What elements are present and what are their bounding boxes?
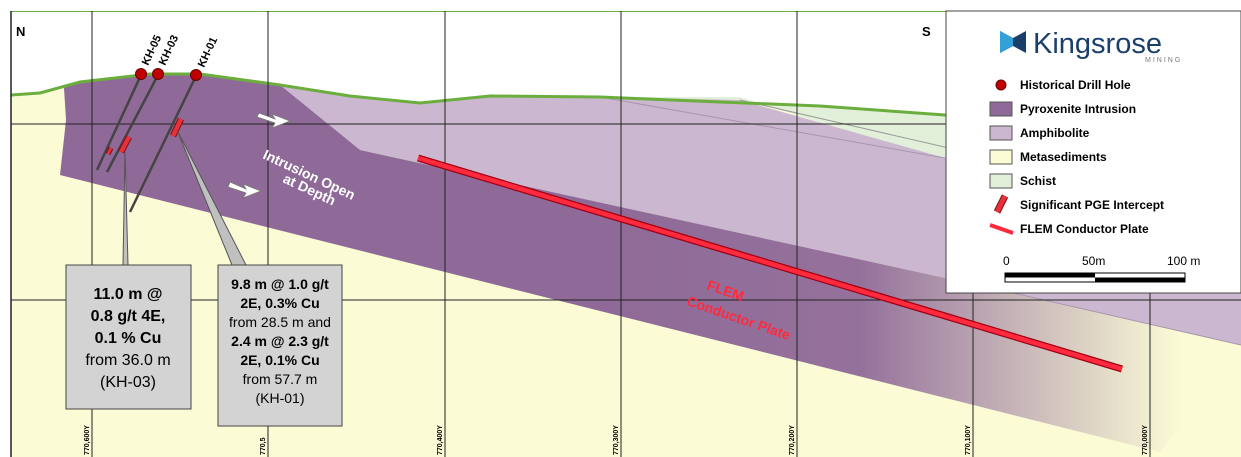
callout-line-kh03-2: 0.1 % Cu: [95, 330, 162, 347]
drill-trace-kh01: [128, 75, 198, 213]
callout-line-kh01-2: from 28.5 m and: [229, 314, 331, 330]
legend-symbol-plate-6: [989, 223, 1014, 235]
flem-conductor-plate: [417, 155, 1123, 372]
callout-line-kh01-1: 2E, 0.3% Cu: [240, 295, 319, 311]
open-arrow-lower: [227, 181, 263, 199]
callout-line-kh03-4: (KH-03): [100, 374, 156, 391]
scale-label-100: 100 m: [1167, 254, 1200, 268]
drill-collar-kh01: [190, 69, 202, 81]
amphibolite-boundary-line: [599, 96, 946, 159]
grid-label-0: 770,600Y: [84, 425, 91, 455]
south-label: S: [922, 24, 931, 39]
legend-items: Historical Drill Hole Pyroxenite Intrusio…: [989, 78, 1164, 236]
callout-line-kh01-0: 9.8 m @ 1.0 g/t: [231, 276, 329, 292]
logo-text: Kingsrose: [1033, 28, 1162, 60]
intrusion-boundary-line: [999, 289, 1241, 346]
callout-line-kh01-6: (KH-01): [255, 390, 304, 406]
legend-symbol-box-1: [989, 101, 1013, 117]
grid-label-3: 770,300Y: [613, 425, 620, 455]
kingsrose-logo: Kingsrose MINING: [1000, 28, 1182, 64]
legend-label-1: Pyroxenite Intrusion: [1020, 102, 1136, 116]
drill-trace-kh05: [95, 74, 143, 171]
legend-label-6: FLEM Conductor Plate: [1020, 222, 1149, 236]
legend-symbol-intercept-5: [994, 194, 1008, 214]
pge-intercept-kh05: [106, 147, 113, 155]
callout-text-kh03: 11.0 m @ 0.8 g/t 4E, 0.1 % Cu from 36.0 m (K…: [85, 286, 170, 391]
pyroxenite-intrusion-unit: [60, 74, 1241, 452]
legend-symbol-box-3: [989, 149, 1013, 165]
drill-trace-kh03: [105, 74, 160, 173]
callout-line-kh01-4: 2E, 0.1% Cu: [240, 352, 319, 368]
logo-subtext: MINING: [1145, 57, 1182, 64]
scale-bar: 0 50m 100 m: [1003, 254, 1200, 283]
scale-bar-segment-1: [1005, 273, 1095, 278]
scale-label-0: 0: [1003, 254, 1010, 268]
callout-box-kh03: [65, 264, 192, 410]
legend-label-0: Historical Drill Hole: [1020, 78, 1131, 92]
callout-line-kh03-3: from 36.0 m: [85, 352, 170, 369]
legend-label-4: Schist: [1020, 174, 1056, 188]
legend-symbol-dot-0: [995, 79, 1007, 91]
callout-line-kh01-5: from 57.7 m: [243, 371, 318, 387]
pge-intercept-kh03: [119, 135, 131, 154]
scale-label-50: 50m: [1082, 254, 1105, 268]
grid-coordinate-labels: 770,600Y 770,5 770,400Y 770,300Y 770,200Y 770…: [84, 425, 1149, 455]
legend-panel: Kingsrose MINING Historical Drill Hole Py…: [945, 10, 1241, 294]
legend-symbol-box-4: [989, 173, 1013, 189]
grid-label-4: 770,200Y: [789, 425, 796, 455]
callout-text-kh01: 9.8 m @ 1.0 g/t 2E, 0.3% Cu from 28.5 m an…: [229, 276, 331, 406]
grid-label-2: 770,400Y: [437, 425, 444, 455]
open-arrow-upper: [256, 112, 292, 129]
legend-label-3: Metasediments: [1020, 150, 1107, 164]
legend-label-5: Significant PGE Intercept: [1020, 198, 1164, 212]
callout-line-kh01-3: 2.4 m @ 2.3 g/t: [231, 333, 329, 349]
callout-line-kh03-0: 11.0 m @: [94, 286, 163, 303]
scale-bar-segment-2: [1095, 277, 1185, 282]
grid-label-5: 770,100Y: [965, 425, 972, 455]
legend-symbol-box-2: [989, 125, 1013, 141]
grid-label-1: 770,5: [260, 437, 267, 455]
callout-line-kh03-1: 0.8 g/t 4E,: [91, 308, 166, 325]
pge-intercept-kh01: [170, 118, 184, 137]
drill-collar-kh03: [152, 68, 164, 80]
drill-collar-kh05: [135, 68, 147, 80]
legend-label-2: Amphibolite: [1020, 126, 1090, 140]
grid-label-6: 770,000Y: [1142, 425, 1149, 455]
north-label: N: [16, 24, 25, 39]
callout-box-kh01: [217, 264, 343, 427]
